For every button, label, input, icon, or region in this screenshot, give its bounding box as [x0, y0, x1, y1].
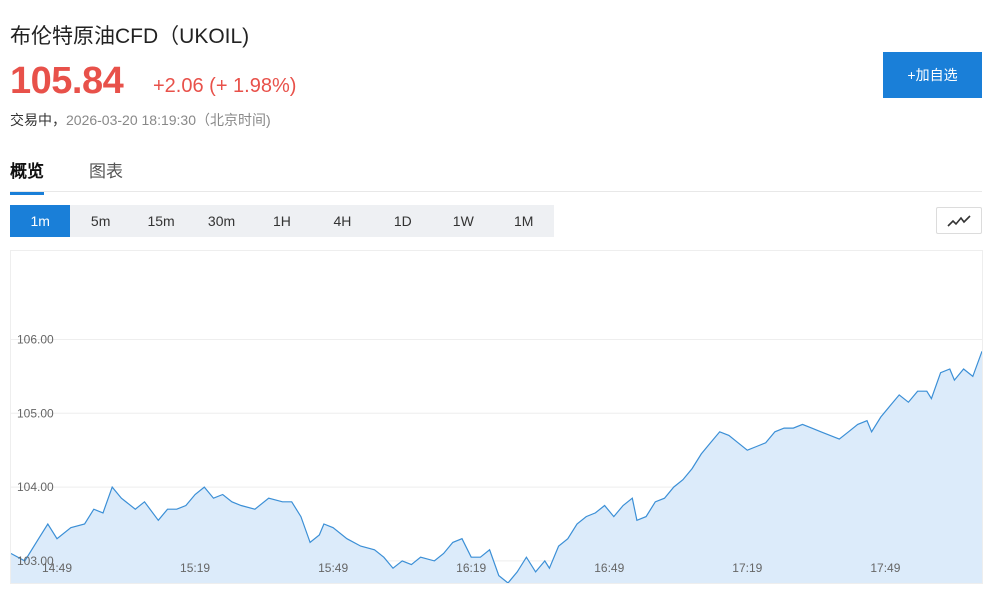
- x-tick-label: 15:49: [318, 561, 348, 575]
- x-tick-label: 17:19: [732, 561, 762, 575]
- tab-overview[interactable]: 概览: [10, 157, 44, 195]
- last-price: 105.84: [10, 60, 124, 102]
- period-1d-button[interactable]: 1D: [393, 213, 412, 229]
- period-1h-button[interactable]: 1H: [273, 213, 291, 229]
- trading-status: 交易中，2026-03-20 18:19:30（北京时间): [10, 110, 271, 130]
- add-watchlist-button[interactable]: +加自选: [883, 52, 982, 98]
- tab-chart[interactable]: 图表: [89, 162, 123, 181]
- price-change: +2.06 (+ 1.98%): [153, 75, 297, 97]
- price-chart: 103.00 104.00 105.00 106.00 14:49 15:19 15:49 1…: [10, 250, 983, 584]
- x-tick-label: 16:49: [594, 561, 624, 575]
- price-area: [11, 351, 982, 583]
- period-1mo-button[interactable]: 1M: [513, 213, 534, 229]
- y-tick-label: 104.00: [17, 480, 54, 494]
- y-tick-label: 105.00: [17, 406, 54, 420]
- instrument-title: 布伦特原油CFD（UKOIL): [10, 25, 250, 48]
- y-tick-label: 106.00: [17, 333, 54, 347]
- period-30m-button[interactable]: 30m: [207, 213, 236, 229]
- period-15m-button[interactable]: 15m: [147, 213, 175, 229]
- period-5m-button[interactable]: 5m: [90, 213, 111, 229]
- chart-type-button[interactable]: [936, 207, 982, 234]
- y-tick-label: 103.00: [17, 554, 54, 568]
- x-tick-label: 17:49: [870, 561, 900, 575]
- price-chart-svg: 103.00 104.00 105.00 106.00 14:49 15:19 15:49 1…: [11, 333, 982, 583]
- tab-bar: 概览 图表: [10, 150, 982, 195]
- x-tick-label: 14:49: [42, 561, 72, 575]
- timestamp: 2026-03-20 18:19:30（北京时间): [66, 112, 271, 128]
- x-tick-label: 16:19: [456, 561, 486, 575]
- period-1m-button[interactable]: 1m: [10, 205, 71, 237]
- status-label: 交易中，: [10, 112, 66, 128]
- period-1w-button[interactable]: 1W: [452, 213, 474, 229]
- period-selector: 1m 5m 15m 30m 1H 4H 1D 1W 1M: [10, 205, 554, 237]
- price-line: [11, 351, 982, 583]
- x-tick-label: 15:19: [180, 561, 210, 575]
- line-chart-icon: [947, 214, 971, 227]
- period-4h-button[interactable]: 4H: [333, 213, 352, 229]
